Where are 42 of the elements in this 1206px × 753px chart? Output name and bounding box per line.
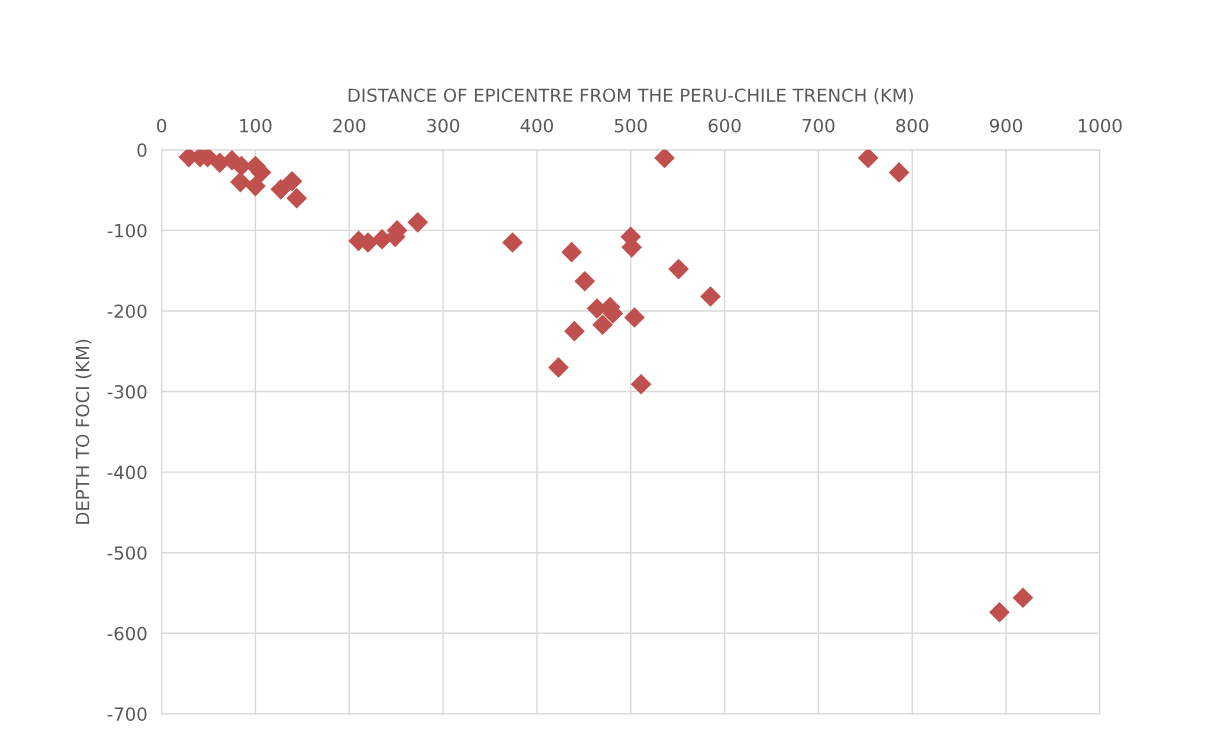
x-tick-label: 900 (989, 118, 1023, 133)
point (989, 602, 1010, 623)
x-tick-label: 400 (520, 118, 553, 133)
point (1012, 587, 1034, 609)
x-tick-label: 500 (614, 118, 647, 133)
point (592, 314, 613, 335)
y-tick-label: -200 (107, 304, 147, 319)
x-tick-label: 0 (157, 118, 167, 133)
point (654, 149, 675, 169)
point (548, 357, 569, 378)
point (668, 258, 689, 280)
point (857, 149, 879, 169)
y-tick-label: -500 (107, 546, 147, 560)
y-tick-label: 0 (137, 143, 147, 157)
point (630, 374, 652, 395)
point (281, 170, 303, 192)
point (407, 212, 429, 233)
x-tick-label: 800 (896, 118, 929, 133)
y-tick-label: -600 (107, 626, 147, 641)
y-tick-label: -700 (107, 707, 147, 721)
point (245, 175, 266, 197)
y-axis-title: DEPTH TO FOCI (KM) (75, 339, 92, 524)
point (286, 187, 308, 209)
point (564, 320, 585, 342)
point (624, 307, 645, 328)
point (888, 162, 910, 183)
point (574, 270, 596, 292)
x-axis-title: DISTANCE OF EPICENTRE FROM THE PERU-CHILE TRENCH (KM) (348, 88, 913, 105)
y-tick-label: -100 (107, 223, 147, 238)
x-tick-label: 600 (708, 118, 741, 133)
y-tick-label: -400 (107, 465, 147, 480)
point (230, 171, 251, 193)
point (561, 241, 582, 263)
point (502, 232, 523, 253)
point (270, 179, 292, 200)
x-tick-label: 300 (427, 118, 460, 133)
y-tick-label: -300 (107, 385, 147, 399)
point (700, 286, 721, 307)
x-tick-label: 1000 (1078, 118, 1122, 133)
x-tick-label: 200 (333, 118, 366, 133)
x-tick-label: 100 (240, 118, 272, 133)
x-tick-label: 700 (802, 118, 835, 133)
